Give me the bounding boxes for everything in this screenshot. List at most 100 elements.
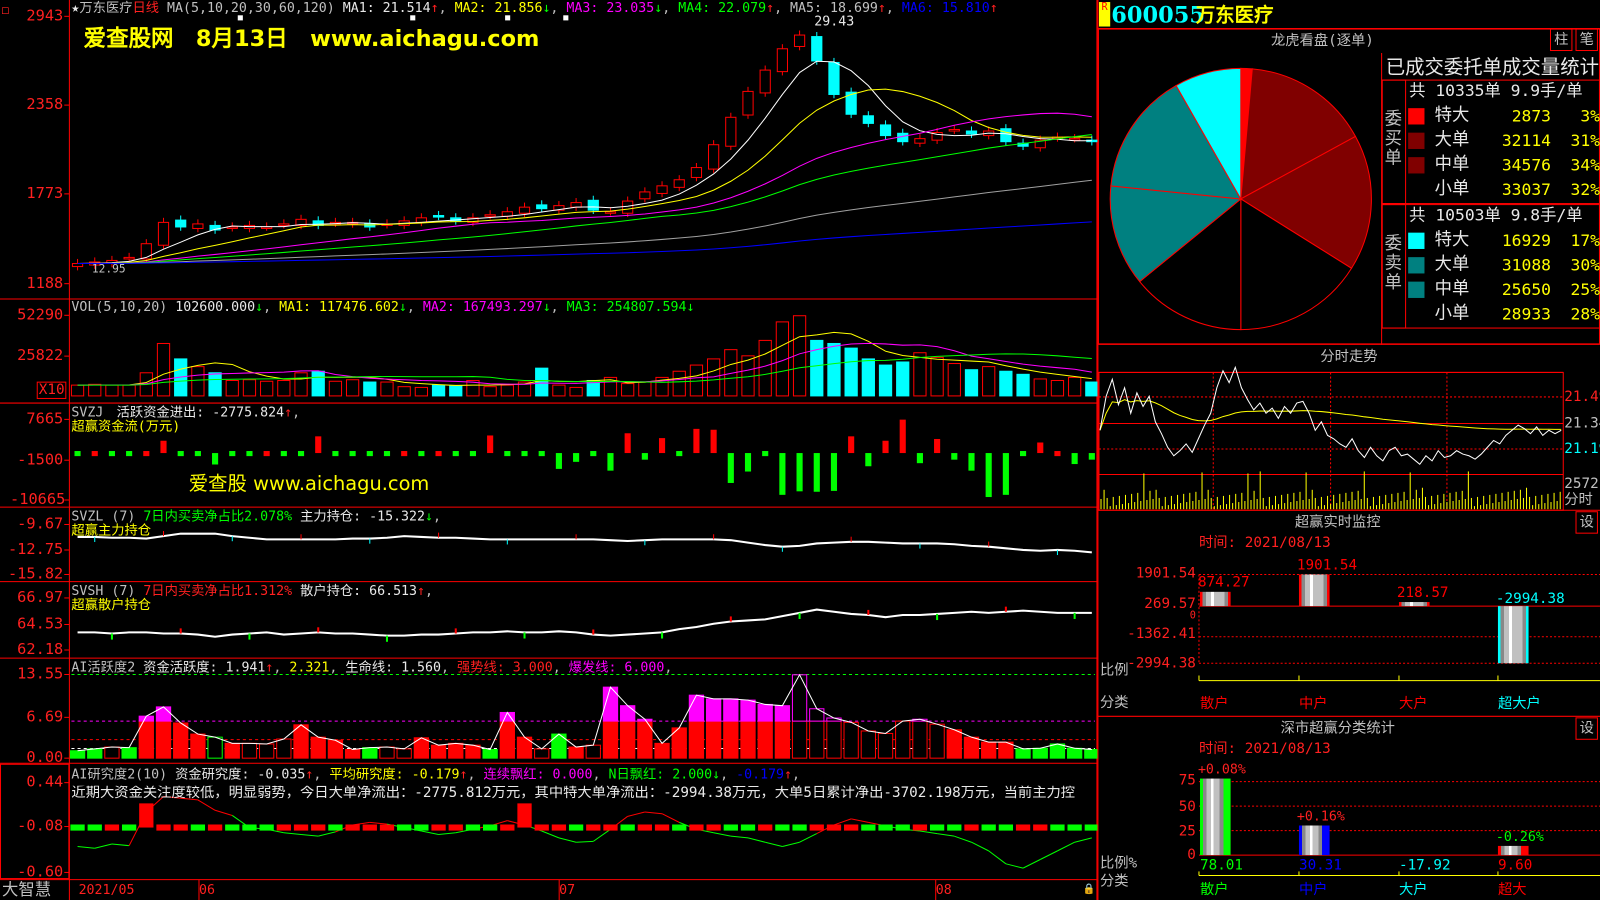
candle-up — [656, 185, 668, 194]
svsh-axis-label: 64.53 — [17, 614, 64, 633]
research-dash — [207, 824, 223, 831]
activity-bar — [1049, 743, 1066, 759]
high-price-label: 29.43 — [814, 14, 855, 30]
fund-flow-bar — [315, 436, 322, 454]
sell-side-label: 委卖单 — [1384, 233, 1403, 293]
activity-bar — [895, 720, 911, 759]
candle-down — [1000, 128, 1012, 143]
candle-up — [226, 226, 238, 229]
ai-active-value: 1.941 — [225, 660, 266, 676]
research-dash — [809, 824, 824, 831]
vol-unit-button[interactable]: X10 — [36, 381, 67, 399]
menu-square-icon[interactable]: □ — [2, 3, 9, 17]
intraday-axis-label: 21.19 — [1564, 440, 1600, 458]
monitor-bar-value: 1901.54 — [1296, 557, 1358, 574]
arrow-down-icon: ↓ — [712, 767, 721, 783]
ma-legend-value: 21.514 — [382, 1, 431, 17]
activity-bar — [259, 743, 275, 759]
research-dash — [1067, 824, 1082, 831]
fund-flow-bar — [968, 453, 975, 471]
period-label[interactable]: 日线 — [132, 1, 160, 17]
axis-box — [0, 763, 70, 880]
fund-flow-bar — [899, 419, 906, 454]
vol-ma-line — [77, 342, 1092, 386]
monitor-settings-button[interactable]: 设 — [1575, 511, 1598, 534]
monitor-bar[interactable] — [1398, 602, 1430, 607]
svsh-value: 66.513 — [369, 583, 418, 599]
legend-swatch — [1408, 281, 1425, 298]
research-dash — [500, 824, 515, 831]
fund-flow-bar — [1002, 453, 1009, 495]
volume-bar-up — [913, 352, 927, 397]
sz-stat-bar[interactable] — [1497, 845, 1529, 856]
volume-bar-up — [380, 381, 394, 397]
monitor-bar[interactable] — [1199, 591, 1231, 607]
ma-legend-label: MA1: — [342, 1, 375, 17]
research-dash — [689, 824, 704, 831]
arrow-down-icon: ↓ — [398, 299, 407, 316]
date-axis-label: 2021/05 — [78, 882, 135, 898]
research-dash — [998, 824, 1014, 831]
arrow-up-icon: ↑ — [305, 767, 314, 783]
activity-bar-burst — [688, 694, 705, 722]
arrow-down-icon: ↓ — [542, 299, 551, 316]
sz-stats-settings-button[interactable]: 设 — [1575, 717, 1598, 740]
activity-bar — [705, 720, 722, 759]
bar-mode-button[interactable]: 柱 — [1549, 28, 1573, 52]
volume-bar-up — [70, 384, 85, 397]
sz-category-label: 分类 — [1099, 873, 1129, 890]
volume-bar-up — [569, 386, 583, 397]
research-dash — [311, 824, 326, 831]
research-line — [765, 841, 783, 848]
candle-down — [828, 61, 840, 95]
volume-bar-up — [156, 342, 171, 397]
volume-bar-up — [277, 379, 291, 397]
research-line — [799, 833, 817, 843]
signal-dot — [237, 15, 243, 21]
research-line — [1040, 850, 1058, 860]
activity-bar — [344, 749, 361, 759]
research-dash — [672, 824, 687, 831]
activity-bar — [499, 720, 515, 759]
kline-chart-area[interactable] — [0, 0, 1098, 900]
svsh-label: 散户持仓: — [300, 583, 362, 599]
order-type-label: 大单 — [1434, 129, 1470, 150]
fund-flow-bar — [624, 433, 631, 454]
fund-flow-bar — [590, 451, 597, 457]
research-dash — [293, 824, 309, 831]
activity-bar — [826, 720, 842, 759]
fund-flow-bar — [504, 451, 511, 457]
activity-bar — [929, 723, 945, 759]
tick-mode-button[interactable]: 笔 — [1575, 28, 1598, 52]
monitor-category: 中户 — [1298, 695, 1328, 713]
lock-icon[interactable]: 🔒 — [1082, 883, 1096, 895]
volume-bar-down — [311, 370, 325, 397]
low-price-label: 12.95 — [91, 262, 126, 276]
order-pct: 32% — [1570, 179, 1600, 199]
ma-legend-value: 15.810 — [941, 1, 990, 17]
sz-stat-bar[interactable] — [1298, 825, 1330, 856]
monitor-bar[interactable] — [1497, 606, 1529, 664]
monitor-bar[interactable] — [1298, 574, 1330, 607]
ai-active-axis-label: 13.55 — [17, 664, 64, 683]
candle-down — [536, 204, 548, 210]
ma-legend-label: MA2: — [454, 1, 487, 17]
volume-bar-up — [621, 383, 635, 397]
price-axis-label: 1773 — [26, 183, 64, 203]
sz-category: 中户 — [1298, 881, 1328, 898]
sz-stat-bar[interactable] — [1199, 778, 1231, 856]
n-day-red-label: N日飘红: — [608, 767, 665, 783]
monitor-axis-label: 1901.54 — [1135, 565, 1196, 582]
ai-research-label: 资金研究度: — [175, 767, 250, 783]
n-day-red-value: 2.000 — [672, 767, 713, 783]
order-pct: 34% — [1570, 155, 1600, 175]
strong-line-value: 3.000 — [512, 660, 553, 676]
monitor-axis-label: -2994.38 — [1127, 655, 1196, 672]
research-dash — [586, 824, 601, 831]
candle-down — [587, 199, 599, 211]
activity-bar — [276, 738, 292, 759]
svzl-axis-label: -12.75 — [7, 539, 64, 559]
research-line — [421, 830, 439, 835]
intraday-vol-axis: 2572 — [1564, 475, 1599, 492]
fund-flow-bar — [280, 451, 287, 457]
